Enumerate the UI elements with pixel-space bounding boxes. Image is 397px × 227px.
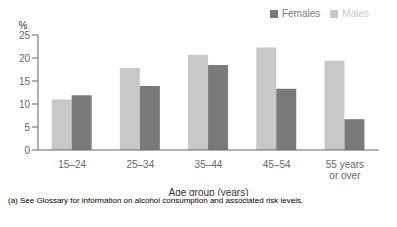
svg-text:25–34: 25–34 bbox=[126, 159, 154, 170]
svg-text:25: 25 bbox=[19, 30, 31, 41]
svg-text:20: 20 bbox=[19, 53, 31, 64]
html-text:Females: Females bbox=[282, 8, 321, 19]
svg-text:Age group (years): Age group (years) bbox=[168, 187, 248, 196]
svg-text:5: 5 bbox=[24, 122, 30, 133]
svg-text:0: 0 bbox=[24, 145, 30, 156]
svg-text:55 yearsor over: 55 yearsor over bbox=[326, 159, 364, 181]
svg-text:15: 15 bbox=[19, 76, 31, 87]
svg-text:10: 10 bbox=[19, 99, 31, 110]
svg-text:35–44: 35–44 bbox=[195, 159, 223, 170]
svg-text:45–54: 45–54 bbox=[263, 159, 291, 170]
html-text:(a) See Glossary for informati: (a) See Glossary for information on alco… bbox=[8, 196, 304, 205]
svg-text:15–24: 15–24 bbox=[58, 159, 86, 170]
html-text:Males: Males bbox=[342, 8, 369, 19]
svg-text:%: % bbox=[19, 20, 28, 31]
